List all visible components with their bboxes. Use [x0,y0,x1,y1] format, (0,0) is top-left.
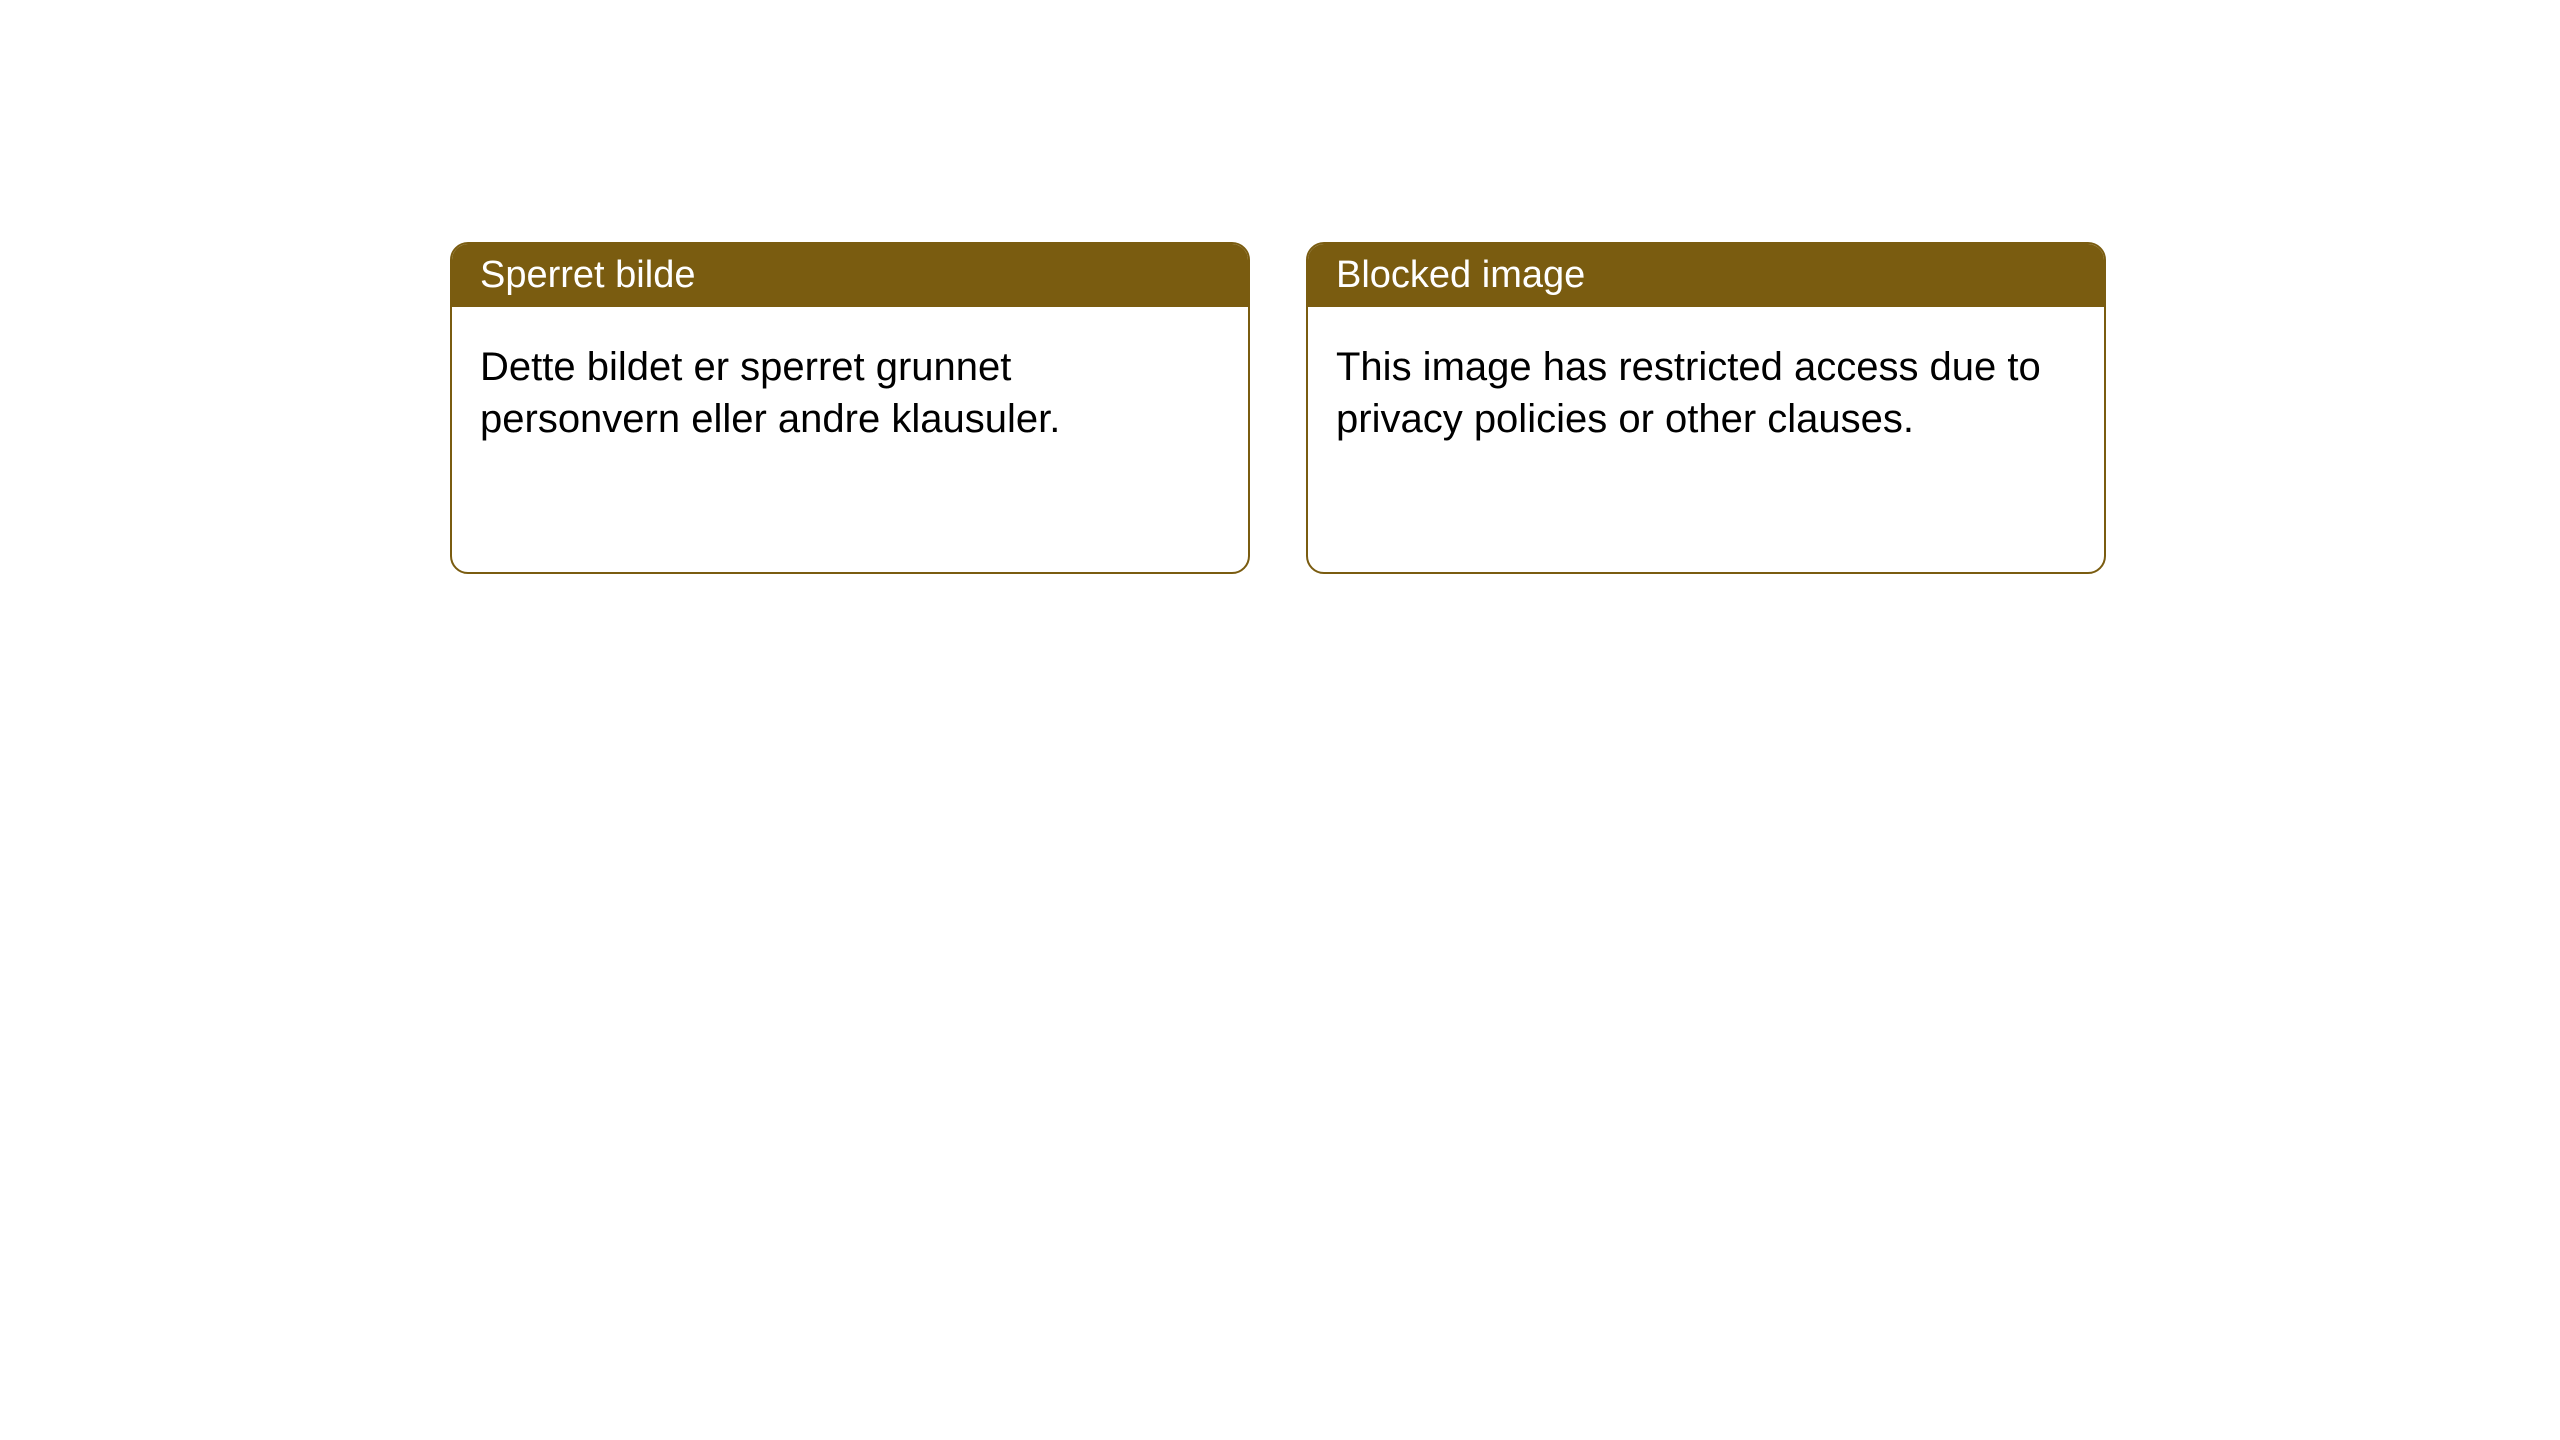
notice-header-norwegian: Sperret bilde [452,244,1248,307]
notice-header-english: Blocked image [1308,244,2104,307]
notice-container: Sperret bilde Dette bildet er sperret gr… [450,242,2106,574]
notice-card-english: Blocked image This image has restricted … [1306,242,2106,574]
notice-body-english: This image has restricted access due to … [1308,307,2104,479]
notice-card-norwegian: Sperret bilde Dette bildet er sperret gr… [450,242,1250,574]
notice-body-norwegian: Dette bildet er sperret grunnet personve… [452,307,1248,479]
